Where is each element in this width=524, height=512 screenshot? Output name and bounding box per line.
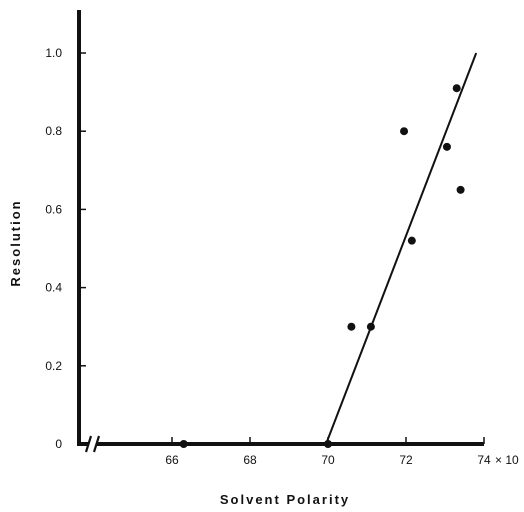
data-point [456,185,465,194]
data-point [407,236,416,245]
y-tick-label: 0.6 [45,202,62,216]
data-point [452,84,461,93]
data-point [324,440,332,448]
axis-break-slash [84,435,93,453]
fit-line-group [325,52,478,445]
x-unit-suffix: × 10 [495,453,519,467]
x-tick-label: 68 [243,453,257,467]
x-axis-label: Solvent Polarity [220,492,350,507]
y-ticks: 0 0.2 0.4 0.6 0.8 1.0 [45,46,86,451]
data-point [179,440,188,448]
x-ticks: 66 68 70 72 74 [165,437,491,467]
y-tick-label: 0.2 [45,359,62,373]
y-axis-label: Resolution [8,199,23,286]
fit-line [325,52,478,445]
axis-break-slash [92,435,101,453]
x-tick-label: 72 [399,453,413,467]
y-tick-label: 1.0 [45,46,62,60]
y-tick-label: 0 [55,437,62,451]
data-point [442,142,451,151]
data-point [400,127,409,136]
x-axis: 66 68 70 72 74 × 10 [77,435,519,467]
y-axis: 0 0.2 0.4 0.6 0.8 1.0 [45,10,86,451]
axis-break-marker [84,435,101,453]
y-tick-label: 0.8 [45,124,62,138]
x-tick-label: 74 [477,453,491,467]
data-point [366,322,375,331]
x-tick-label: 70 [321,453,335,467]
data-points [179,84,465,448]
y-tick-label: 0.4 [45,281,62,295]
x-tick-label: 66 [165,453,179,467]
data-point [347,322,356,331]
